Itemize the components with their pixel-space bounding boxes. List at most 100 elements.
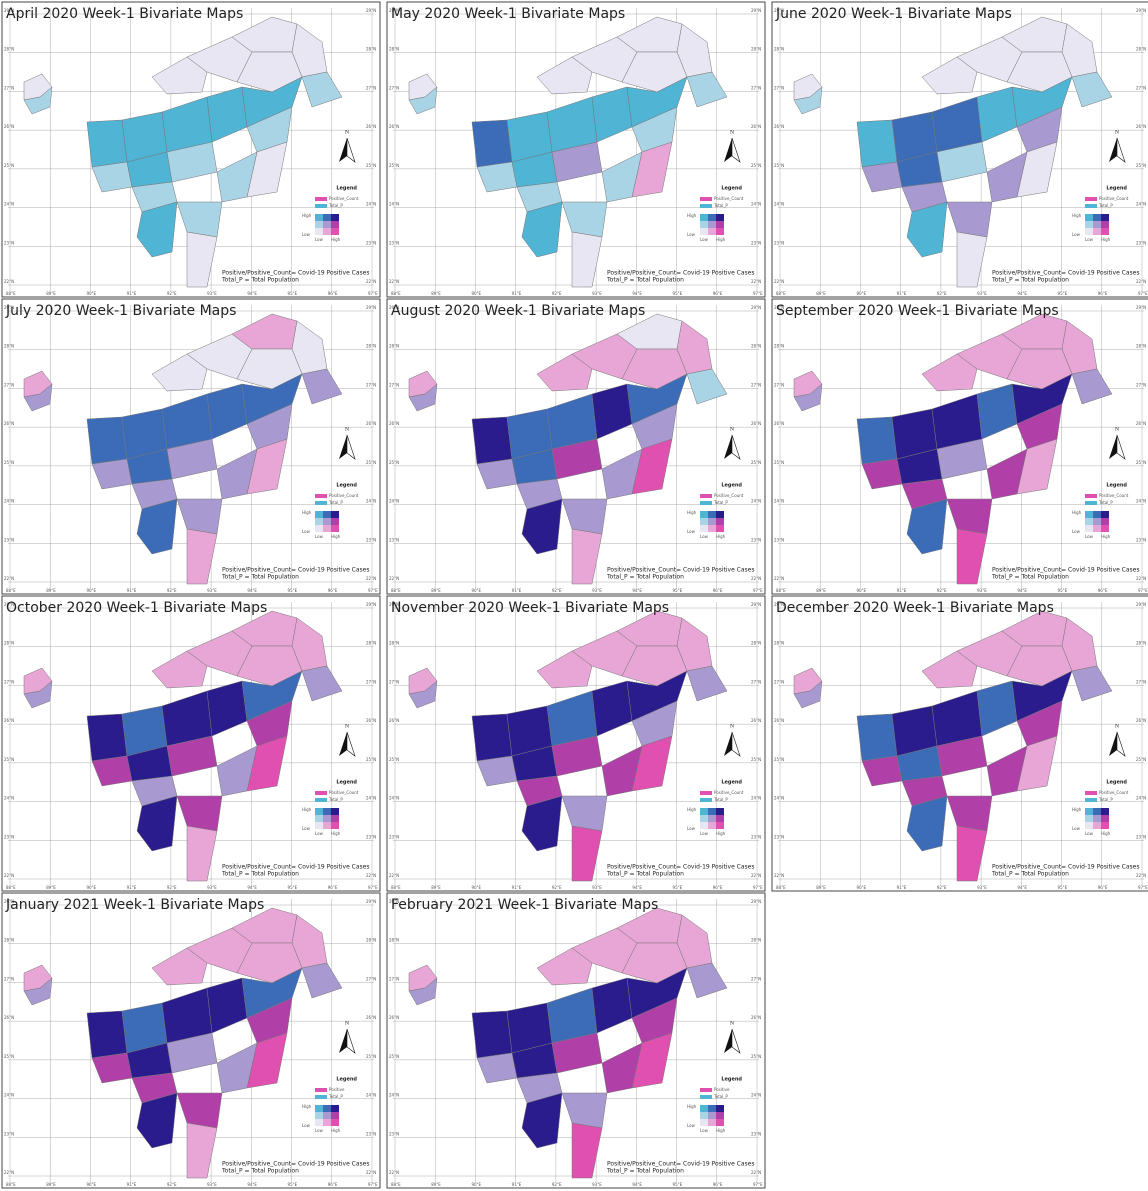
legend-cell — [700, 808, 708, 815]
lat-label: 28°N — [751, 641, 761, 646]
lat-label: 25°N — [366, 757, 376, 762]
panel-title: July 2020 Week-1 Bivariate Maps — [5, 303, 236, 319]
district — [857, 120, 897, 167]
note-line: Positive/Positive_Count= Covid-19 Positi… — [222, 1161, 369, 1168]
lon-label: 91°E — [897, 885, 907, 890]
legend-axis-label: Low — [1085, 237, 1094, 242]
lon-label: 95°E — [1058, 588, 1068, 593]
legend-label: Positive — [714, 1087, 730, 1092]
legend-heading: Legend — [336, 780, 357, 786]
lat-label: 27°N — [751, 85, 761, 90]
lat-label: 26°N — [751, 1015, 761, 1020]
lat-label: 27°N — [389, 85, 399, 90]
district — [472, 417, 512, 464]
district — [857, 714, 897, 761]
legend-cell — [1085, 214, 1093, 221]
lat-label: 24°N — [1136, 499, 1146, 504]
legend-cell — [1093, 815, 1101, 822]
legend-cell — [1085, 815, 1093, 822]
lon-label: 88°E — [6, 885, 16, 890]
panel-title: January 2021 Week-1 Bivariate Maps — [5, 897, 264, 913]
lat-label: 26°N — [751, 718, 761, 723]
legend-cell — [700, 1105, 708, 1112]
lat-label: 23°N — [366, 834, 376, 839]
lon-label: 96°E — [328, 885, 338, 890]
lat-label: 26°N — [774, 124, 784, 129]
lon-label: 95°E — [288, 291, 298, 296]
lat-label: 22°N — [751, 873, 761, 878]
note-line: Positive/Positive_Count= Covid-19 Positi… — [607, 270, 754, 277]
lon-label: 93°E — [592, 885, 602, 890]
lat-label: 26°N — [1136, 421, 1146, 426]
legend-cell — [708, 511, 716, 518]
lat-label: 24°N — [774, 796, 784, 801]
lon-label: 96°E — [713, 291, 723, 296]
lon-label: 91°E — [512, 588, 522, 593]
map-panel: 29°N29°N28°N28°N27°N27°N26°N26°N25°N25°N… — [2, 893, 380, 1188]
legend-axis-label: Low — [700, 237, 709, 242]
lat-label: 23°N — [4, 1131, 14, 1136]
legend-axis-label: Low — [1085, 534, 1094, 539]
lat-label: 24°N — [4, 499, 14, 504]
legend-cell — [331, 214, 339, 221]
lat-label: 27°N — [389, 382, 399, 387]
legend-heading: Legend — [721, 483, 742, 489]
lat-label: 23°N — [4, 537, 14, 542]
legend-label: Total_P — [328, 1094, 343, 1099]
lon-label: 93°E — [207, 291, 217, 296]
lat-label: 28°N — [1136, 344, 1146, 349]
legend-label: Positive_Count — [714, 493, 744, 498]
lat-label: 27°N — [366, 679, 376, 684]
lon-label: 89°E — [431, 885, 441, 890]
lat-label: 24°N — [751, 202, 761, 207]
legend-cell — [315, 808, 323, 815]
lat-label: 24°N — [389, 1093, 399, 1098]
district — [472, 120, 512, 167]
lat-label: 28°N — [4, 938, 14, 943]
legend-label: Positive_Count — [329, 493, 359, 498]
note-line: Total_P = Total Population — [991, 871, 1069, 878]
lon-label: 96°E — [713, 588, 723, 593]
map-panel: 29°N29°N28°N28°N27°N27°N26°N26°N25°N25°N… — [772, 2, 1148, 297]
lon-label: 97°E — [1138, 291, 1148, 296]
panel-title: November 2020 Week-1 Bivariate Maps — [391, 600, 669, 616]
legend-swatch — [315, 798, 327, 802]
lat-label: 27°N — [751, 382, 761, 387]
legend-heading: Legend — [721, 1077, 742, 1083]
lat-label: 23°N — [751, 1131, 761, 1136]
note-line: Positive/Positive_Count= Covid-19 Positi… — [222, 567, 369, 574]
lat-label: 26°N — [1136, 124, 1146, 129]
lat-label: 25°N — [774, 163, 784, 168]
lat-label: 22°N — [1136, 873, 1146, 878]
lon-label: 96°E — [1098, 588, 1108, 593]
note-line: Total_P = Total Population — [991, 574, 1069, 581]
note-line: Positive/Positive_Count= Covid-19 Positi… — [992, 270, 1139, 277]
lon-label: 90°E — [86, 1182, 96, 1187]
lat-label: 23°N — [774, 834, 784, 839]
lat-label: 26°N — [4, 1015, 14, 1020]
map-panel: 29°N29°N28°N28°N27°N27°N26°N26°N25°N25°N… — [2, 596, 380, 891]
lat-label: 28°N — [366, 938, 376, 943]
legend-cell — [331, 1119, 339, 1126]
legend-cell — [716, 1105, 724, 1112]
lat-label: 25°N — [4, 1054, 14, 1059]
lat-label: 25°N — [774, 757, 784, 762]
lat-label: 24°N — [751, 1093, 761, 1098]
lat-label: 24°N — [4, 796, 14, 801]
lat-label: 27°N — [4, 85, 14, 90]
legend-axis-label: Low — [687, 529, 696, 534]
legend-heading: Legend — [336, 1077, 357, 1083]
lat-label: 23°N — [774, 240, 784, 245]
legend-cell — [1085, 822, 1093, 829]
lat-label: 22°N — [751, 279, 761, 284]
legend-label: Total_P — [1098, 500, 1113, 505]
lat-label: 25°N — [366, 163, 376, 168]
lon-label: 92°E — [937, 885, 947, 890]
legend-cell — [331, 815, 339, 822]
legend-label: Positive — [329, 1087, 345, 1092]
lat-label: 28°N — [751, 47, 761, 52]
legend-cell — [331, 808, 339, 815]
legend-axis-label: Low — [315, 1128, 324, 1133]
lon-label: 91°E — [127, 1182, 137, 1187]
